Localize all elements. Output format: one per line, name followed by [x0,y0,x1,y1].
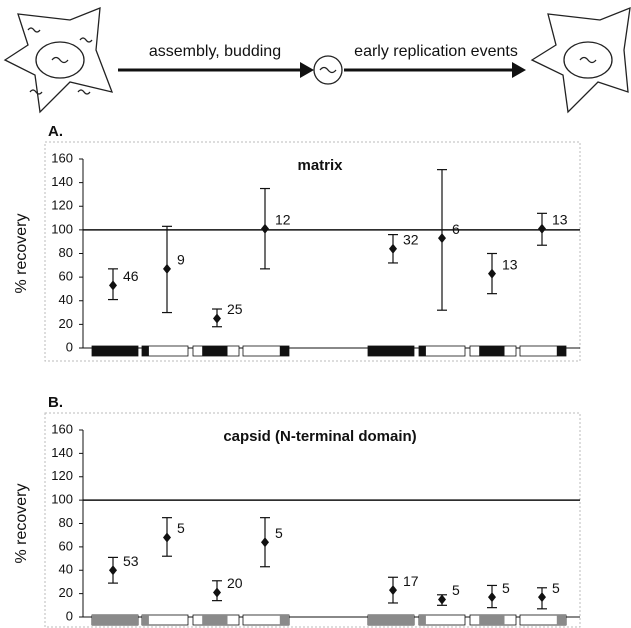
n-label: 13 [502,256,518,272]
n-label: 5 [552,580,560,596]
point [163,263,171,274]
condition-fill [556,615,566,625]
y-tick-label: 120 [51,198,73,213]
y-tick-label: 20 [59,585,73,600]
rna [579,56,597,64]
point [389,585,397,596]
point [261,537,269,548]
point [438,233,446,244]
y-tick-label: 60 [59,269,73,284]
y-tick-label: 100 [51,492,73,507]
n-label: 20 [227,575,243,591]
n-label: 9 [177,252,185,268]
frame [44,141,581,362]
n-label: 46 [123,268,139,284]
frame [44,412,581,628]
condition-fill [279,346,289,356]
condition-fill [479,346,505,356]
n-label: 5 [452,582,460,598]
arrow-head [512,62,526,78]
y-tick-label: 140 [51,174,73,189]
virion [313,55,343,85]
y-tick-label: 0 [66,339,73,354]
point [389,243,397,254]
rna [27,27,93,95]
y-tick-label: 120 [51,468,73,483]
y-tick-label: 100 [51,221,73,236]
point [109,565,117,576]
n-label: 53 [123,553,139,569]
point [488,592,496,603]
y-tick-label: 20 [59,316,73,331]
point [538,223,546,234]
condition-fill [202,346,228,356]
point [538,592,546,603]
schematic: assembly, budding early replication even… [3,6,631,114]
point [488,268,496,279]
condition-fill [479,615,505,625]
condition-fill [142,615,149,625]
y-tick-label: 40 [59,292,73,307]
y-tick-label: 160 [51,421,73,436]
n-label: 5 [502,580,510,596]
y-tick-label: 40 [59,562,73,577]
n-label: 17 [403,573,419,589]
n-label: 25 [227,301,243,317]
y-axis-label: % recovery [13,213,30,293]
condition-fill [142,346,149,356]
condition-fill [92,615,138,625]
step-label: assembly, budding [149,43,281,60]
condition-fill [368,615,414,625]
n-label: 12 [275,211,291,227]
condition-fill [419,346,426,356]
panel-label: B. [48,394,63,411]
nucleus [563,41,613,79]
point [438,594,446,605]
arrow-head [300,62,314,78]
point [213,587,221,598]
point [109,280,117,291]
n-label: 5 [177,520,185,536]
condition-fill [279,615,289,625]
chart-title: capsid (N-terminal domain) [223,428,416,445]
y-tick-label: 80 [59,515,73,530]
point [261,223,269,234]
chart-title: matrix [297,157,343,174]
step-label: early replication events [354,43,518,60]
n-label: 32 [403,231,419,247]
n-label: 13 [552,211,568,227]
y-tick-label: 80 [59,245,73,260]
condition-fill [92,346,138,356]
condition-fill [556,346,566,356]
rna [51,56,69,64]
nucleus [35,41,85,79]
point [163,532,171,543]
y-tick-label: 160 [51,150,73,165]
panel-label: A. [48,123,63,140]
n-label: 5 [275,525,283,541]
condition-fill [419,615,426,625]
n-label: 6 [452,221,460,237]
rna [319,66,337,74]
y-axis-label: % recovery [13,483,30,563]
y-tick-label: 0 [66,608,73,623]
cell-right [530,6,631,114]
point [213,313,221,324]
y-tick-label: 60 [59,538,73,553]
cell-left [3,7,114,114]
condition-fill [368,346,414,356]
y-tick-label: 140 [51,445,73,460]
condition-fill [202,615,228,625]
